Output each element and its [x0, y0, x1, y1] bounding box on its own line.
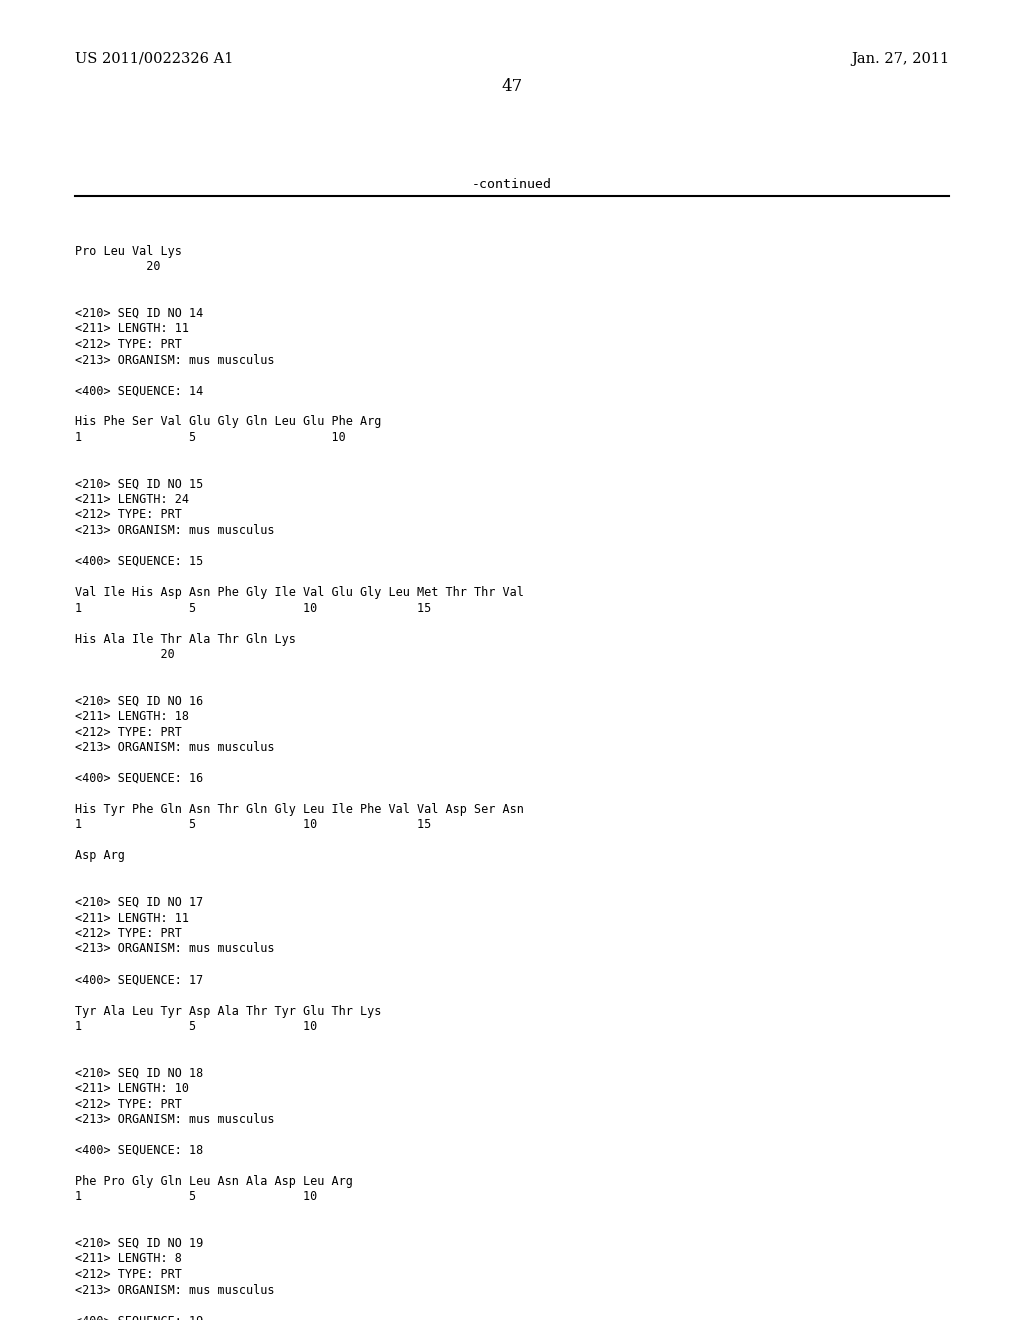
Text: Pro Leu Val Lys: Pro Leu Val Lys: [75, 246, 182, 257]
Text: <211> LENGTH: 11: <211> LENGTH: 11: [75, 912, 189, 924]
Text: <210> SEQ ID NO 14: <210> SEQ ID NO 14: [75, 308, 203, 319]
Text: <211> LENGTH: 18: <211> LENGTH: 18: [75, 710, 189, 723]
Text: <400> SEQUENCE: 14: <400> SEQUENCE: 14: [75, 384, 203, 397]
Text: <210> SEQ ID NO 18: <210> SEQ ID NO 18: [75, 1067, 203, 1080]
Text: <400> SEQUENCE: 15: <400> SEQUENCE: 15: [75, 554, 203, 568]
Text: <400> SEQUENCE: 17: <400> SEQUENCE: 17: [75, 974, 203, 986]
Text: <211> LENGTH: 11: <211> LENGTH: 11: [75, 322, 189, 335]
Text: 20: 20: [75, 260, 161, 273]
Text: <213> ORGANISM: mus musculus: <213> ORGANISM: mus musculus: [75, 741, 274, 754]
Text: 20: 20: [75, 648, 175, 661]
Text: <211> LENGTH: 10: <211> LENGTH: 10: [75, 1082, 189, 1096]
Text: Phe Pro Gly Gln Leu Asn Ala Asp Leu Arg: Phe Pro Gly Gln Leu Asn Ala Asp Leu Arg: [75, 1175, 353, 1188]
Text: <210> SEQ ID NO 15: <210> SEQ ID NO 15: [75, 478, 203, 491]
Text: <213> ORGANISM: mus musculus: <213> ORGANISM: mus musculus: [75, 942, 274, 956]
Text: <213> ORGANISM: mus musculus: <213> ORGANISM: mus musculus: [75, 1113, 274, 1126]
Text: <400> SEQUENCE: 16: <400> SEQUENCE: 16: [75, 772, 203, 785]
Text: <212> TYPE: PRT: <212> TYPE: PRT: [75, 726, 182, 738]
Text: 1               5               10: 1 5 10: [75, 1191, 317, 1204]
Text: Jan. 27, 2011: Jan. 27, 2011: [851, 51, 949, 66]
Text: <400> SEQUENCE: 18: <400> SEQUENCE: 18: [75, 1144, 203, 1158]
Text: His Tyr Phe Gln Asn Thr Gln Gly Leu Ile Phe Val Val Asp Ser Asn: His Tyr Phe Gln Asn Thr Gln Gly Leu Ile …: [75, 803, 524, 816]
Text: <213> ORGANISM: mus musculus: <213> ORGANISM: mus musculus: [75, 1283, 274, 1296]
Text: <210> SEQ ID NO 17: <210> SEQ ID NO 17: [75, 896, 203, 909]
Text: <212> TYPE: PRT: <212> TYPE: PRT: [75, 508, 182, 521]
Text: 47: 47: [502, 78, 522, 95]
Text: <210> SEQ ID NO 19: <210> SEQ ID NO 19: [75, 1237, 203, 1250]
Text: <211> LENGTH: 24: <211> LENGTH: 24: [75, 492, 189, 506]
Text: Asp Arg: Asp Arg: [75, 850, 125, 862]
Text: 1               5                   10: 1 5 10: [75, 432, 346, 444]
Text: <213> ORGANISM: mus musculus: <213> ORGANISM: mus musculus: [75, 524, 274, 537]
Text: 1               5               10              15: 1 5 10 15: [75, 602, 431, 615]
Text: <212> TYPE: PRT: <212> TYPE: PRT: [75, 927, 182, 940]
Text: <212> TYPE: PRT: <212> TYPE: PRT: [75, 1269, 182, 1280]
Text: US 2011/0022326 A1: US 2011/0022326 A1: [75, 51, 233, 66]
Text: <212> TYPE: PRT: <212> TYPE: PRT: [75, 1097, 182, 1110]
Text: 1               5               10: 1 5 10: [75, 1020, 317, 1034]
Text: 1               5               10              15: 1 5 10 15: [75, 818, 431, 832]
Text: -continued: -continued: [472, 178, 552, 191]
Text: <400> SEQUENCE: 19: <400> SEQUENCE: 19: [75, 1315, 203, 1320]
Text: Tyr Ala Leu Tyr Asp Ala Thr Tyr Glu Thr Lys: Tyr Ala Leu Tyr Asp Ala Thr Tyr Glu Thr …: [75, 1005, 381, 1018]
Text: <210> SEQ ID NO 16: <210> SEQ ID NO 16: [75, 694, 203, 708]
Text: <212> TYPE: PRT: <212> TYPE: PRT: [75, 338, 182, 351]
Text: His Phe Ser Val Glu Gly Gln Leu Glu Phe Arg: His Phe Ser Val Glu Gly Gln Leu Glu Phe …: [75, 416, 381, 429]
Text: Val Ile His Asp Asn Phe Gly Ile Val Glu Gly Leu Met Thr Thr Val: Val Ile His Asp Asn Phe Gly Ile Val Glu …: [75, 586, 524, 599]
Text: His Ala Ile Thr Ala Thr Gln Lys: His Ala Ile Thr Ala Thr Gln Lys: [75, 632, 296, 645]
Text: <213> ORGANISM: mus musculus: <213> ORGANISM: mus musculus: [75, 354, 274, 367]
Text: <211> LENGTH: 8: <211> LENGTH: 8: [75, 1253, 182, 1266]
